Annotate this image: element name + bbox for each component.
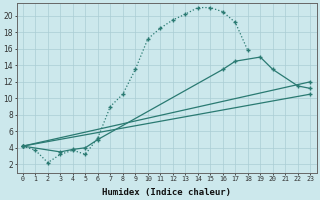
X-axis label: Humidex (Indice chaleur): Humidex (Indice chaleur) (102, 188, 231, 197)
